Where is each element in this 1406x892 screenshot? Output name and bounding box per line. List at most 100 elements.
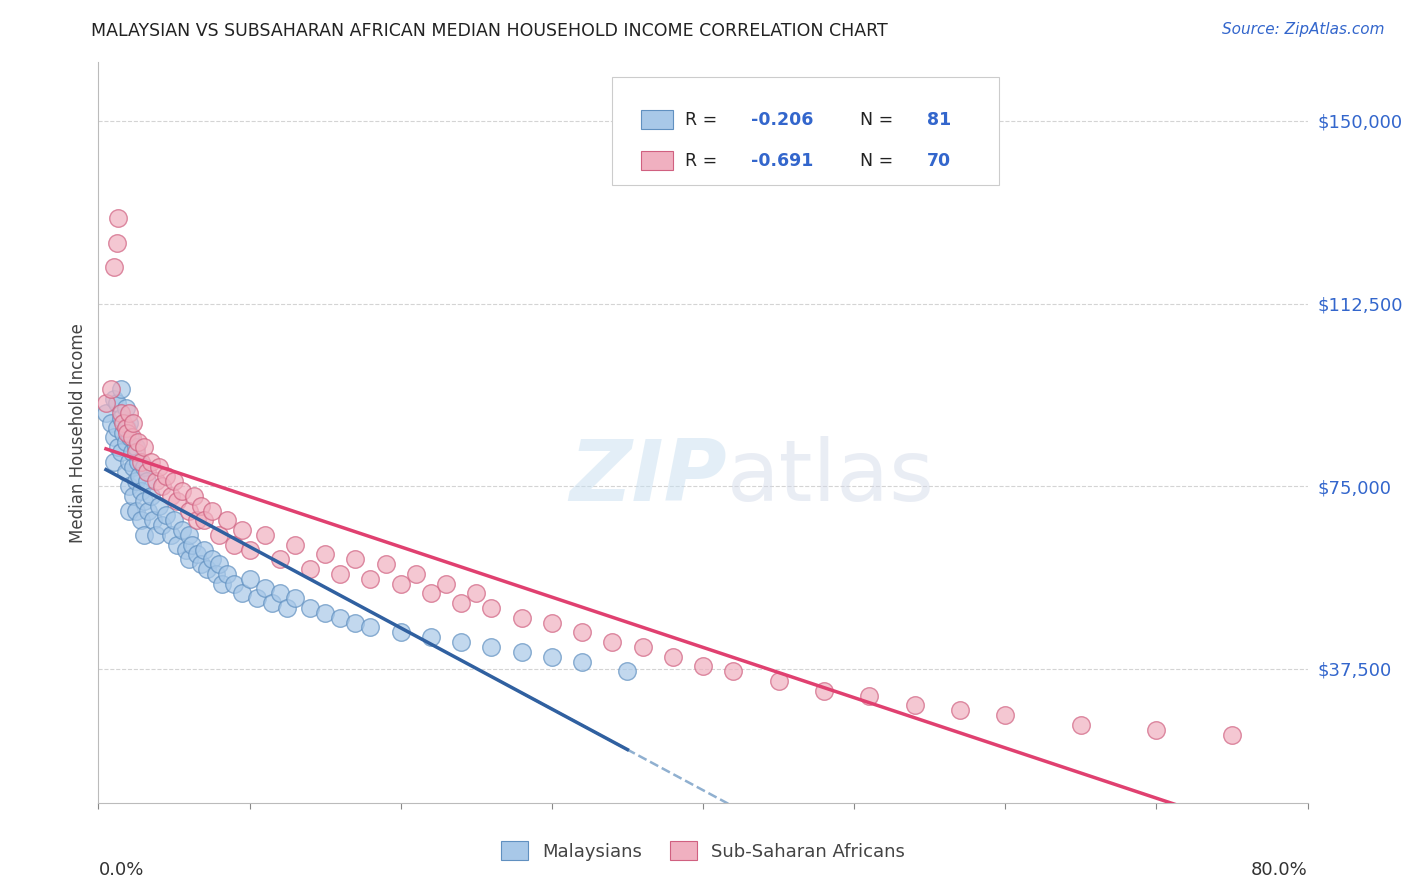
Point <box>571 625 593 640</box>
Point <box>118 406 141 420</box>
Text: R =: R = <box>685 111 723 128</box>
Point <box>215 566 238 581</box>
Point <box>103 455 125 469</box>
Point <box>420 630 443 644</box>
Text: N =: N = <box>860 111 898 128</box>
Point <box>135 465 157 479</box>
Point <box>94 406 117 420</box>
Point <box>510 645 533 659</box>
Point <box>661 649 683 664</box>
Point <box>170 523 193 537</box>
Point <box>540 615 562 630</box>
Point <box>118 503 141 517</box>
Point <box>299 562 322 576</box>
Point <box>121 430 143 444</box>
Point <box>389 576 412 591</box>
Text: R =: R = <box>685 152 723 169</box>
Point <box>118 455 141 469</box>
Point <box>155 469 177 483</box>
Point <box>205 566 228 581</box>
Point <box>174 542 197 557</box>
Point <box>110 382 132 396</box>
Text: ZIP: ZIP <box>569 435 727 518</box>
Point <box>122 459 145 474</box>
Point <box>193 513 215 527</box>
Point <box>122 489 145 503</box>
Point <box>329 566 352 581</box>
Point <box>314 548 336 562</box>
Point <box>148 459 170 474</box>
Point <box>510 610 533 624</box>
Point <box>239 572 262 586</box>
FancyBboxPatch shape <box>641 151 673 170</box>
Point <box>186 513 208 527</box>
Point <box>114 401 136 416</box>
Point <box>224 576 246 591</box>
Text: Source: ZipAtlas.com: Source: ZipAtlas.com <box>1222 22 1385 37</box>
Point <box>211 576 233 591</box>
Point <box>179 552 201 566</box>
Point <box>103 392 125 406</box>
Point <box>481 640 503 654</box>
Point <box>94 396 117 410</box>
Text: -0.206: -0.206 <box>751 111 814 128</box>
Point <box>450 596 472 610</box>
Point <box>186 548 208 562</box>
Point <box>150 518 173 533</box>
Point <box>132 493 155 508</box>
Point <box>284 538 307 552</box>
Point <box>246 591 269 606</box>
Point <box>111 425 134 440</box>
Point <box>163 475 186 489</box>
Point <box>141 489 163 503</box>
Text: MALAYSIAN VS SUBSAHARAN AFRICAN MEDIAN HOUSEHOLD INCOME CORRELATION CHART: MALAYSIAN VS SUBSAHARAN AFRICAN MEDIAN H… <box>91 22 889 40</box>
Point <box>107 211 129 226</box>
Point <box>262 596 284 610</box>
Point <box>170 484 193 499</box>
Point <box>179 503 201 517</box>
Point <box>1144 723 1167 737</box>
Point <box>314 606 336 620</box>
Point <box>125 445 148 459</box>
Point <box>284 591 307 606</box>
Text: -0.691: -0.691 <box>751 152 814 169</box>
Point <box>195 562 218 576</box>
Point <box>768 673 790 688</box>
Point <box>115 425 138 440</box>
Point <box>813 683 835 698</box>
Point <box>374 557 396 571</box>
Point <box>115 421 138 435</box>
Point <box>420 586 443 600</box>
Point <box>136 503 159 517</box>
Point <box>540 649 562 664</box>
Point <box>190 557 212 571</box>
Point <box>360 620 382 634</box>
Point <box>141 455 163 469</box>
Point <box>121 445 143 459</box>
Point <box>105 396 128 410</box>
Point <box>269 552 291 566</box>
Point <box>344 615 367 630</box>
Point <box>1070 718 1092 732</box>
Point <box>118 416 141 430</box>
Point <box>103 260 125 274</box>
Point <box>344 552 367 566</box>
Text: 70: 70 <box>927 152 950 169</box>
Point <box>224 538 246 552</box>
Point <box>110 406 132 420</box>
Text: N =: N = <box>860 152 898 169</box>
Point <box>128 469 150 483</box>
Point <box>723 665 745 679</box>
Point <box>110 411 132 425</box>
Point <box>389 625 412 640</box>
Point <box>276 601 298 615</box>
Point <box>692 659 714 673</box>
Point <box>148 499 170 513</box>
Point <box>125 440 148 454</box>
Point <box>253 528 276 542</box>
Point <box>163 513 186 527</box>
Point <box>132 528 155 542</box>
Point <box>142 513 165 527</box>
Point <box>631 640 654 654</box>
Point <box>481 601 503 615</box>
